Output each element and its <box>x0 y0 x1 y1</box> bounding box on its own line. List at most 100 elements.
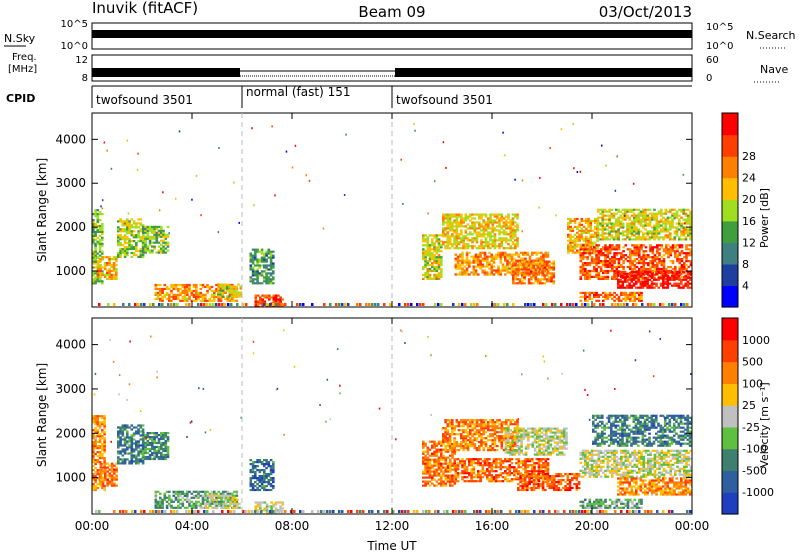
heatmap-cell <box>673 217 676 220</box>
heatmap-cell <box>377 303 380 306</box>
heatmap-cell <box>166 249 170 252</box>
heatmap-cell <box>676 260 679 263</box>
heatmap-cell <box>642 216 645 219</box>
heatmap-cell <box>168 295 171 298</box>
heatmap-cell <box>424 244 427 247</box>
heatmap-cell <box>272 465 275 468</box>
heatmap-cell <box>92 488 95 492</box>
heatmap-cell <box>585 229 588 232</box>
heatmap-cell <box>622 262 625 265</box>
heatmap-cell <box>576 249 579 252</box>
heatmap-cell <box>231 494 234 497</box>
heatmap-cell <box>101 250 104 253</box>
heatmap-cell <box>444 245 447 248</box>
heatmap-cell <box>272 469 275 472</box>
heatmap-cell <box>197 303 200 306</box>
heatmap-cell <box>206 303 209 306</box>
heatmap-cell <box>108 273 111 276</box>
heatmap-cell <box>460 213 463 216</box>
heatmap-cell <box>98 451 102 454</box>
heatmap-cell <box>676 258 679 261</box>
heatmap-cell <box>671 284 674 287</box>
heatmap-cell <box>119 436 122 439</box>
heatmap-cell <box>119 253 122 257</box>
heatmap-cell <box>94 431 97 434</box>
heatmap-cell <box>258 274 262 277</box>
heatmap-cell <box>655 214 659 217</box>
heatmap-cell <box>181 496 185 499</box>
heatmap-cell <box>101 415 104 418</box>
heatmap-cell <box>192 502 196 505</box>
heatmap-cell <box>215 504 218 507</box>
heatmap-cell <box>545 278 549 281</box>
heatmap-cell <box>640 256 643 259</box>
heatmap-cell <box>249 252 253 255</box>
heatmap-cell <box>141 253 145 257</box>
heatmap-cell <box>442 448 445 451</box>
heatmap-cell <box>586 273 589 276</box>
heatmap-cell <box>484 243 488 246</box>
heatmap-cell <box>597 232 600 235</box>
heatmap-cell <box>655 278 658 281</box>
heatmap-cell <box>543 266 547 269</box>
heatmap-cell <box>92 469 95 472</box>
heatmap-cell <box>201 506 205 509</box>
heatmap-cell <box>680 234 683 237</box>
heatmap-cell <box>469 233 472 236</box>
heatmap-cell <box>619 224 623 227</box>
heatmap-cell <box>608 291 612 294</box>
heatmap-cell <box>130 458 134 461</box>
heatmap-cell <box>428 480 432 483</box>
heatmap-cell <box>483 253 487 256</box>
heatmap-cell <box>613 269 616 273</box>
heatmap-cell <box>263 471 266 474</box>
heatmap-cell <box>154 496 158 499</box>
heatmap-cell <box>454 273 458 276</box>
heatmap-cell <box>195 506 198 509</box>
heatmap-cell <box>442 456 445 459</box>
heatmap-cell <box>121 454 125 457</box>
heatmap-cell <box>680 226 683 229</box>
heatmap-cell <box>629 267 632 271</box>
heatmap-cell <box>151 225 154 228</box>
heatmap-cell <box>260 256 264 259</box>
heatmap-cell <box>640 246 643 249</box>
heatmap-cell <box>177 297 180 300</box>
heatmap-cell <box>251 270 255 273</box>
heatmap-cell <box>448 235 452 238</box>
heatmap-cell <box>497 267 500 270</box>
heatmap-cell <box>172 293 176 296</box>
heatmap-cell <box>137 226 140 229</box>
heatmap-cell <box>604 265 607 269</box>
heatmap-cell <box>424 442 427 445</box>
heatmap-cell <box>119 444 122 447</box>
heatmap-cell <box>507 247 510 250</box>
heatmap-cell <box>497 271 500 274</box>
heatmap-cell <box>162 251 165 254</box>
heatmap-cell <box>606 210 609 213</box>
heatmap-cell <box>601 216 605 219</box>
heatmap-cell <box>608 248 612 251</box>
heatmap-cell <box>177 494 180 497</box>
heatmap-cell <box>489 237 492 240</box>
heatmap-cell <box>165 500 169 503</box>
heatmap-cell <box>251 488 255 492</box>
heatmap-cell <box>96 486 100 490</box>
heatmap-cell <box>482 221 486 224</box>
heatmap-cell <box>168 232 170 235</box>
heatmap-cell <box>604 269 607 273</box>
heatmap-cell <box>639 270 643 273</box>
heatmap-cell <box>162 455 165 459</box>
heatmap-cell <box>639 280 643 283</box>
heatmap-cell <box>442 215 445 218</box>
heatmap-cell <box>260 461 264 464</box>
heatmap-cell <box>123 251 127 255</box>
heatmap-cell <box>617 222 620 225</box>
heatmap-cell <box>141 428 145 431</box>
heatmap-cell <box>126 224 129 227</box>
heatmap-cell <box>110 482 114 485</box>
heatmap-cell <box>170 285 173 289</box>
heatmap-cell <box>440 234 443 237</box>
heatmap-cell <box>451 478 454 481</box>
heatmap-cell <box>675 232 679 235</box>
